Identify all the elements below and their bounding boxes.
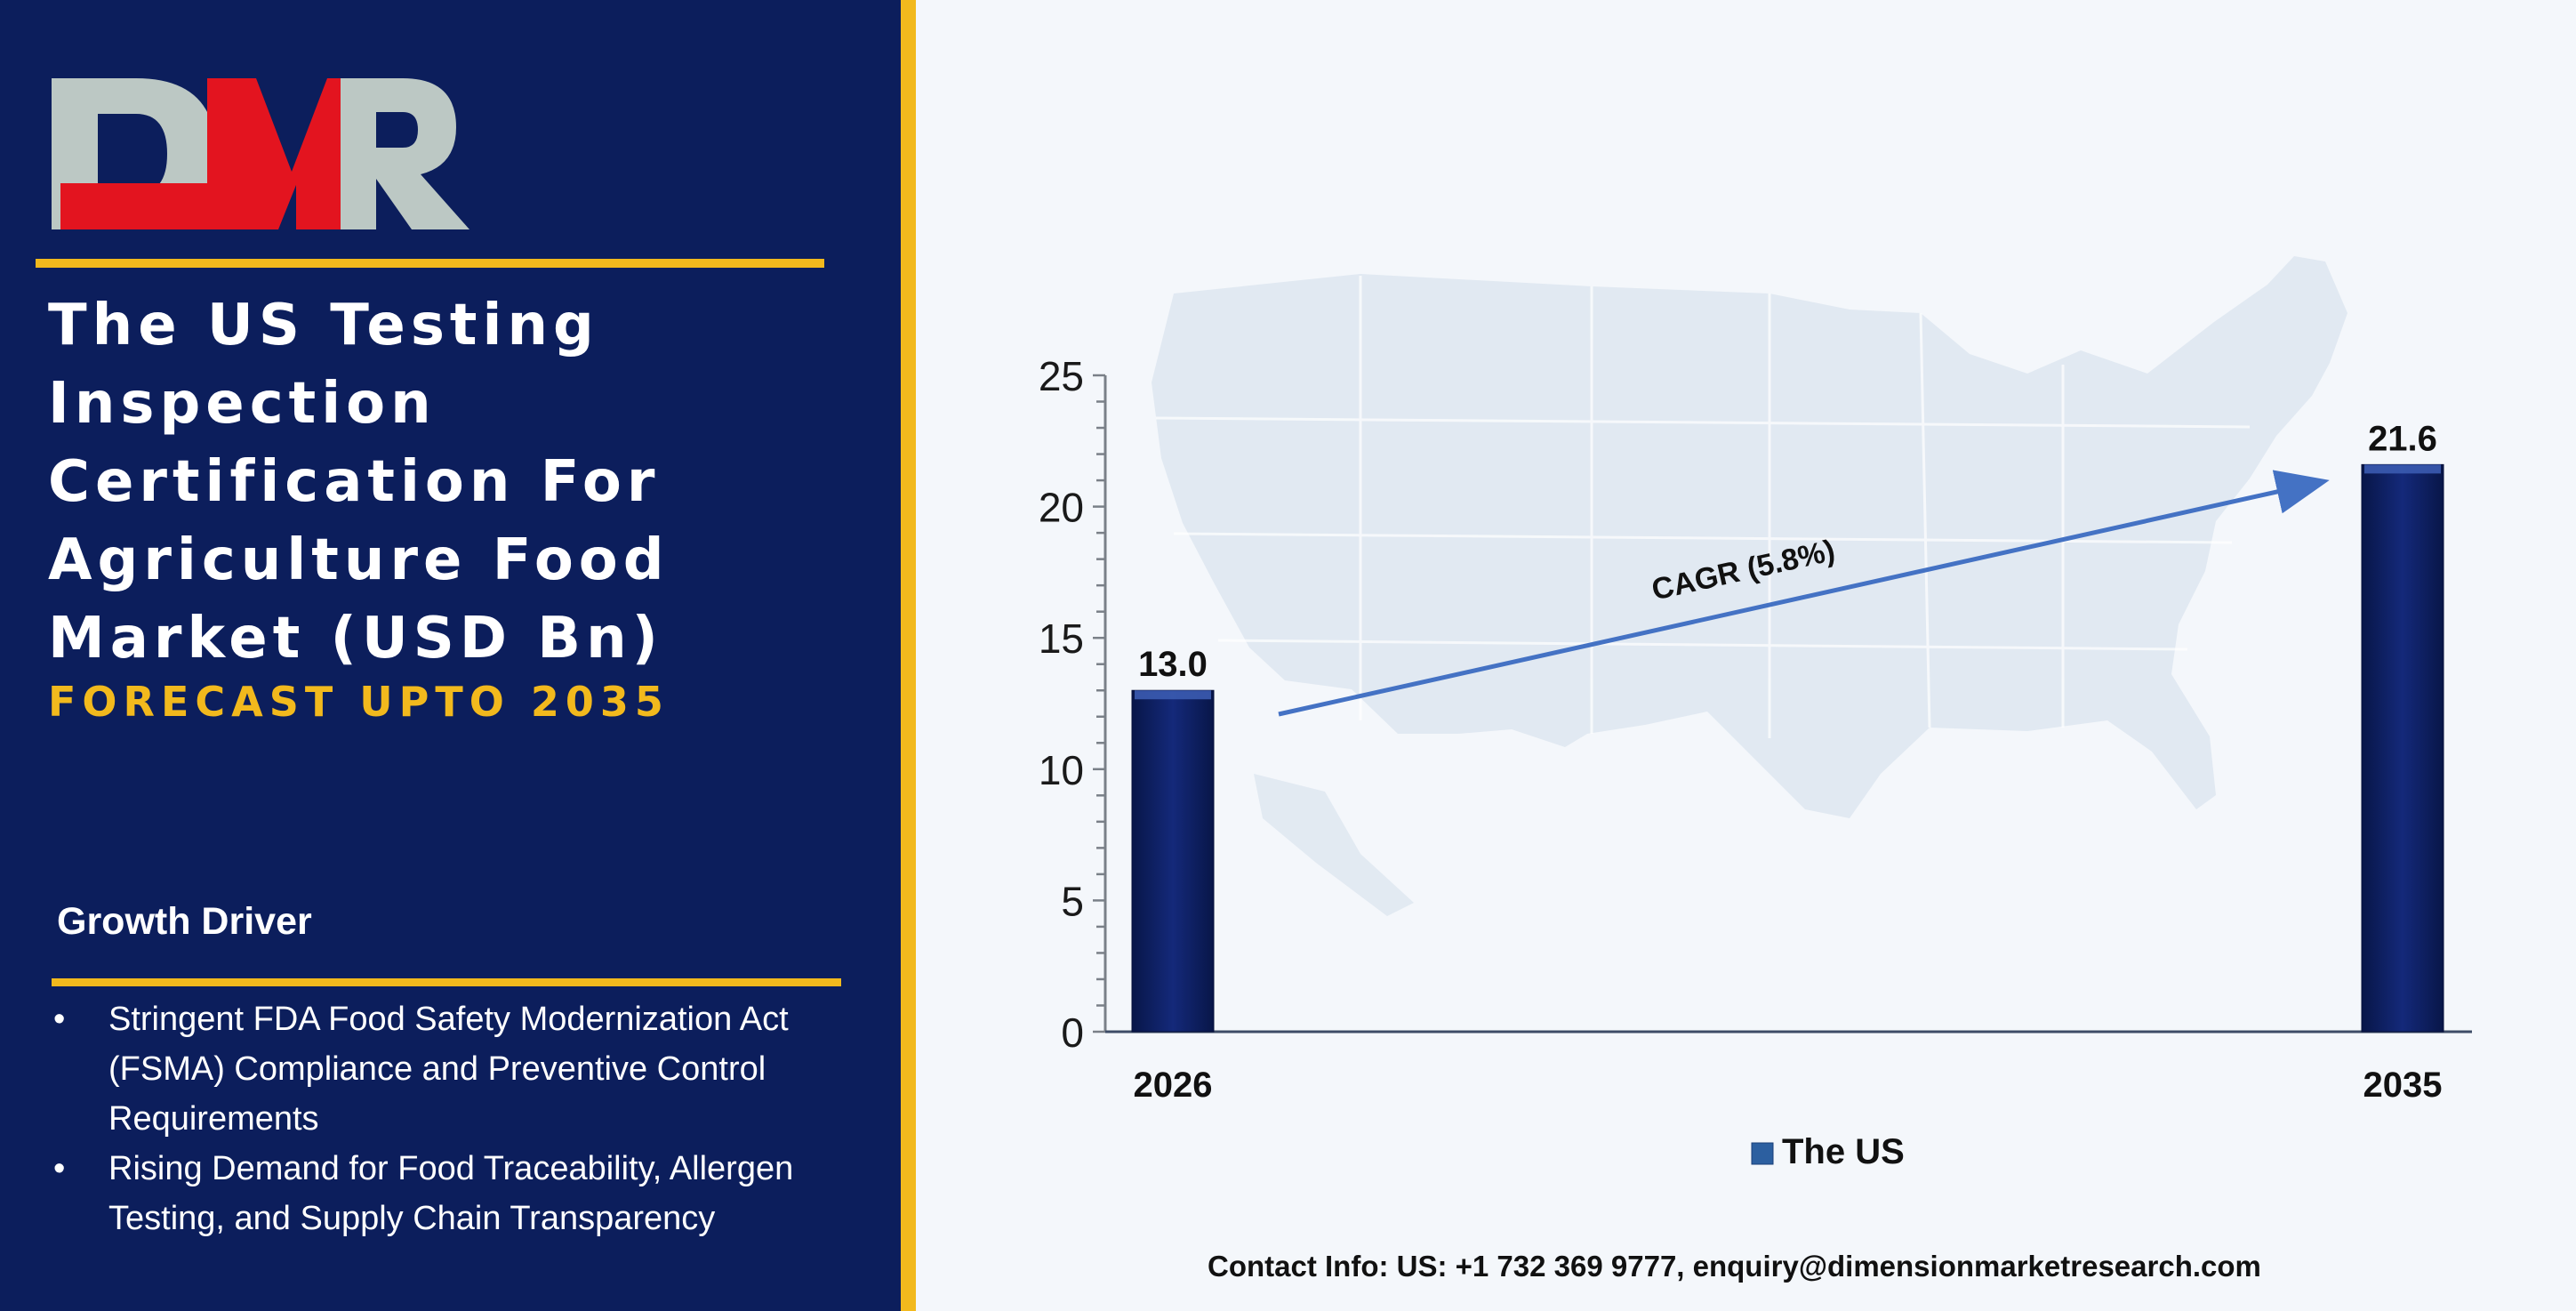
growth-driver-item: Stringent FDA Food Safety Modernization … xyxy=(48,994,875,1144)
y-tick-label: 0 xyxy=(1061,1009,1084,1056)
page-subtitle: FORECAST UPTO 2035 xyxy=(48,678,670,726)
y-axis: 0 5 10 15 20 25 xyxy=(1039,353,2472,1056)
legend-swatch xyxy=(1751,1142,1774,1165)
accent-divider xyxy=(901,0,916,1311)
cagr-annotation: CAGR (5.8%) xyxy=(1278,470,2330,717)
x-tick-label: 2035 xyxy=(2363,1066,2443,1105)
bar xyxy=(1131,689,1215,1033)
growth-driver-underline xyxy=(52,978,841,986)
legend-label: The US xyxy=(1782,1132,1905,1171)
cagr-arrow xyxy=(1278,470,2330,717)
y-tick-label: 15 xyxy=(1039,615,1084,662)
y-tick-label: 20 xyxy=(1039,485,1084,531)
x-tick-label: 2026 xyxy=(1134,1066,1213,1105)
y-tick-label: 25 xyxy=(1039,353,1084,399)
dmr-logo xyxy=(52,78,469,229)
growth-driver-item: Rising Demand for Food Traceability, All… xyxy=(48,1144,875,1243)
title-underline xyxy=(36,259,824,268)
bar-top-bevel xyxy=(1135,690,1211,700)
growth-driver-heading: Growth Driver xyxy=(57,900,312,943)
growth-driver-list: Stringent FDA Food Safety Modernization … xyxy=(48,994,875,1243)
bar xyxy=(2361,463,2444,1033)
bar-value-label: 21.6 xyxy=(2368,419,2437,458)
y-tick-label: 10 xyxy=(1039,747,1084,793)
bar-top-bevel xyxy=(2364,464,2441,474)
bar-series: 13.0 2026 21.6 2035 xyxy=(1131,419,2444,1105)
y-tick-label: 5 xyxy=(1061,878,1084,924)
page-title: The US Testing Inspection Certification … xyxy=(48,293,670,672)
bar-value-label: 13.0 xyxy=(1138,645,1208,684)
chart-legend: The US xyxy=(1751,1132,1905,1171)
contact-info: Contact Info: US: +1 732 369 9777, enqui… xyxy=(1208,1250,2261,1283)
